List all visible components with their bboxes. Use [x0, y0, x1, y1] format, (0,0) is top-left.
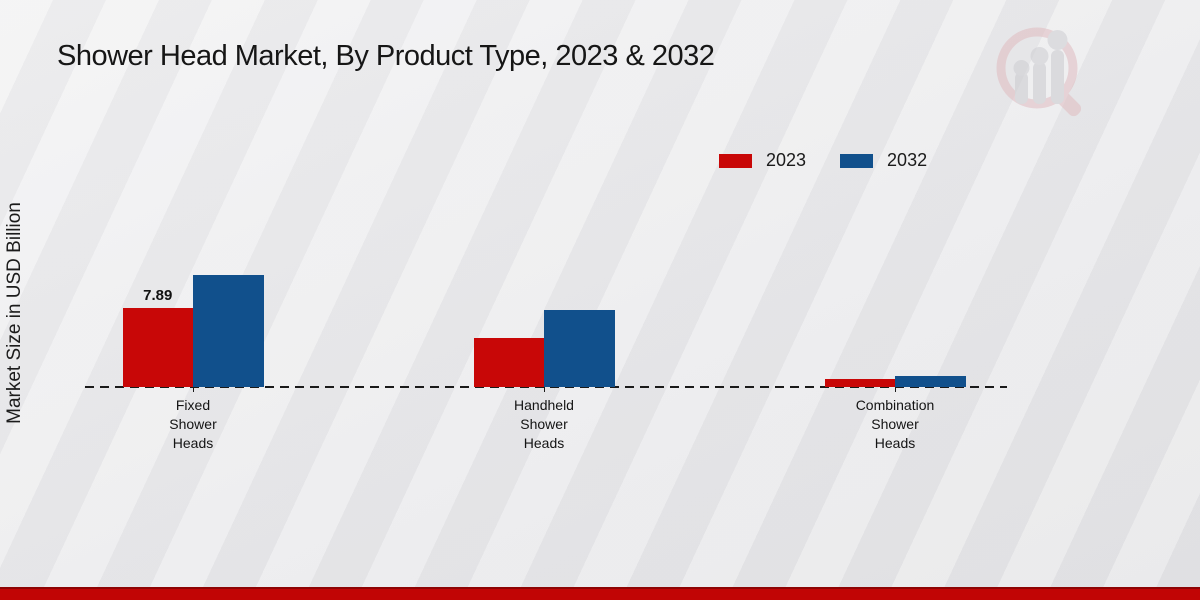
chart-title: Shower Head Market, By Product Type, 202…	[57, 40, 715, 72]
bar-2032-combination-shower-heads	[895, 376, 966, 387]
bar-2023-handheld-shower-heads	[473, 338, 544, 387]
legend: 2023 2032	[719, 150, 927, 171]
market-research-logo-watermark	[996, 27, 1082, 117]
legend-item-2023: 2023	[719, 150, 806, 171]
legend-label-2032: 2032	[887, 150, 928, 170]
bar-2023-combination-shower-heads	[824, 379, 895, 387]
x-axis-label-fixed-shower-heads: Fixed Shower Heads	[169, 397, 217, 451]
x-axis-label-handheld-shower-heads: Handheld Shower Heads	[514, 397, 574, 451]
legend-swatch-2023	[719, 153, 752, 168]
legend-label-2023: 2023	[766, 150, 807, 170]
bar-value-label-2023-fixed-shower-heads: 7.89	[143, 287, 173, 305]
footer-accent-bar	[0, 587, 1200, 600]
legend-item-2032: 2032	[840, 150, 927, 171]
x-axis-baseline	[85, 386, 1007, 388]
bar-2032-fixed-shower-heads	[193, 275, 264, 387]
x-axis-tick-combination-shower-heads	[894, 387, 896, 392]
x-axis-tick-fixed-shower-heads	[192, 387, 194, 392]
bar-2023-fixed-shower-heads	[122, 308, 193, 387]
bar-2032-handheld-shower-heads	[544, 310, 615, 387]
x-axis-label-combination-shower-heads: Combination Shower Heads	[855, 397, 935, 451]
legend-swatch-2032	[840, 153, 874, 168]
x-axis-tick-handheld-shower-heads	[543, 387, 545, 392]
